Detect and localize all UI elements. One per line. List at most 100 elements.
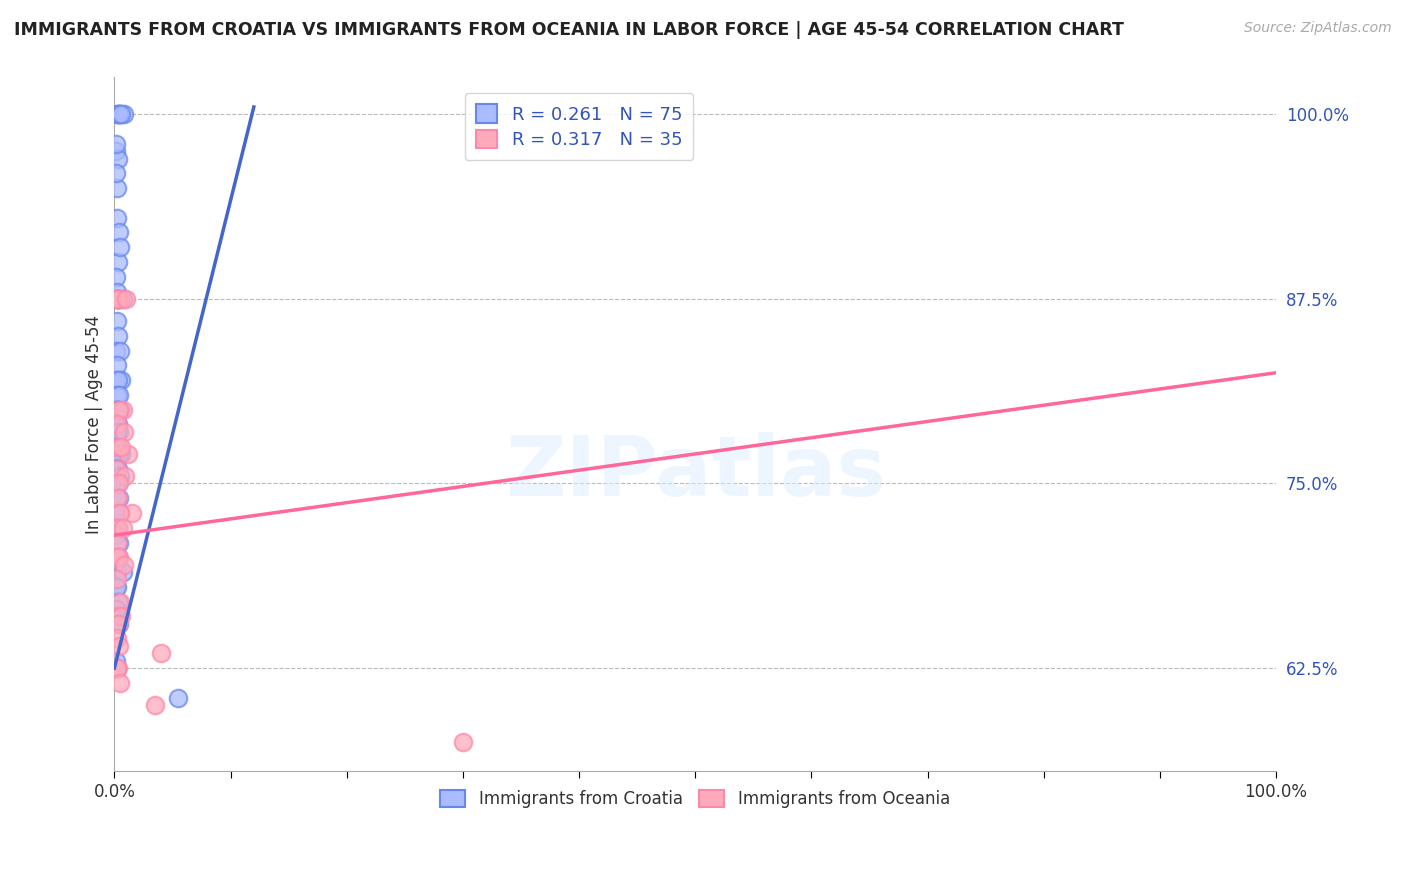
Point (105, 314, 128, 328)
Point (107, 521, 129, 535)
Point (107, 550, 129, 565)
Point (104, 528, 127, 542)
Point (143, 698, 166, 712)
Point (105, 550, 128, 565)
Point (107, 461, 129, 475)
Point (112, 558, 135, 572)
Point (107, 255, 129, 269)
Point (107, 107, 129, 121)
Point (121, 506, 143, 520)
Point (107, 491, 129, 506)
Point (107, 594, 129, 608)
Point (105, 661, 128, 675)
Point (107, 328, 129, 343)
Point (110, 609, 132, 624)
Point (108, 402, 131, 417)
Point (115, 292, 138, 306)
Point (104, 461, 127, 475)
Point (110, 240, 132, 254)
Point (108, 107, 131, 121)
Point (105, 211, 128, 225)
Point (105, 580, 128, 594)
Point (107, 440, 129, 454)
Point (104, 580, 127, 594)
Point (104, 136, 127, 151)
Point (110, 469, 132, 483)
Point (107, 616, 129, 631)
Point (105, 359, 128, 373)
Point (108, 226, 131, 240)
Point (105, 292, 128, 306)
Text: ZIPatlas: ZIPatlas (505, 433, 886, 514)
Point (105, 535, 128, 549)
Point (104, 343, 127, 358)
Point (110, 402, 132, 417)
Point (110, 506, 132, 520)
Point (108, 616, 131, 631)
Point (107, 292, 129, 306)
Point (110, 107, 132, 121)
Point (107, 550, 129, 565)
Point (110, 107, 132, 121)
Point (167, 690, 190, 705)
Point (107, 476, 129, 491)
Point (107, 373, 129, 387)
Point (108, 447, 131, 461)
Point (105, 181, 128, 195)
Point (104, 440, 127, 454)
Point (104, 417, 127, 432)
Point (117, 447, 139, 461)
Point (105, 402, 128, 417)
Point (104, 269, 127, 284)
Point (110, 506, 132, 520)
Y-axis label: In Labor Force | Age 45-54: In Labor Force | Age 45-54 (86, 315, 103, 534)
Point (105, 417, 128, 432)
Point (111, 565, 134, 579)
Point (111, 521, 134, 535)
Point (105, 425, 128, 439)
Point (107, 152, 129, 166)
Point (110, 675, 132, 690)
Point (111, 292, 134, 306)
Point (105, 461, 128, 475)
Point (110, 373, 132, 387)
Point (104, 447, 127, 461)
Point (108, 425, 131, 439)
Point (112, 107, 135, 121)
Point (104, 166, 127, 180)
Point (110, 440, 132, 454)
Point (107, 661, 129, 675)
Point (105, 491, 128, 506)
Point (110, 594, 132, 608)
Point (108, 550, 131, 565)
Point (108, 639, 131, 653)
Point (105, 521, 128, 535)
Point (108, 491, 131, 506)
Point (105, 447, 128, 461)
Point (110, 447, 132, 461)
Point (104, 506, 127, 520)
Point (108, 292, 131, 306)
Point (107, 440, 129, 454)
Point (111, 402, 134, 417)
Point (451, 735, 474, 749)
Point (105, 661, 128, 675)
Point (105, 573, 128, 587)
Point (104, 550, 127, 565)
Point (112, 425, 135, 439)
Point (105, 632, 128, 646)
Point (105, 565, 128, 579)
Point (149, 646, 172, 660)
Point (105, 107, 128, 121)
Point (104, 654, 127, 668)
Point (105, 476, 128, 491)
Point (108, 476, 131, 491)
Point (105, 609, 128, 624)
Point (108, 535, 131, 549)
Point (104, 476, 127, 491)
Point (105, 461, 128, 475)
Point (107, 292, 129, 306)
Point (104, 602, 127, 616)
Point (104, 402, 127, 417)
Point (105, 388, 128, 402)
